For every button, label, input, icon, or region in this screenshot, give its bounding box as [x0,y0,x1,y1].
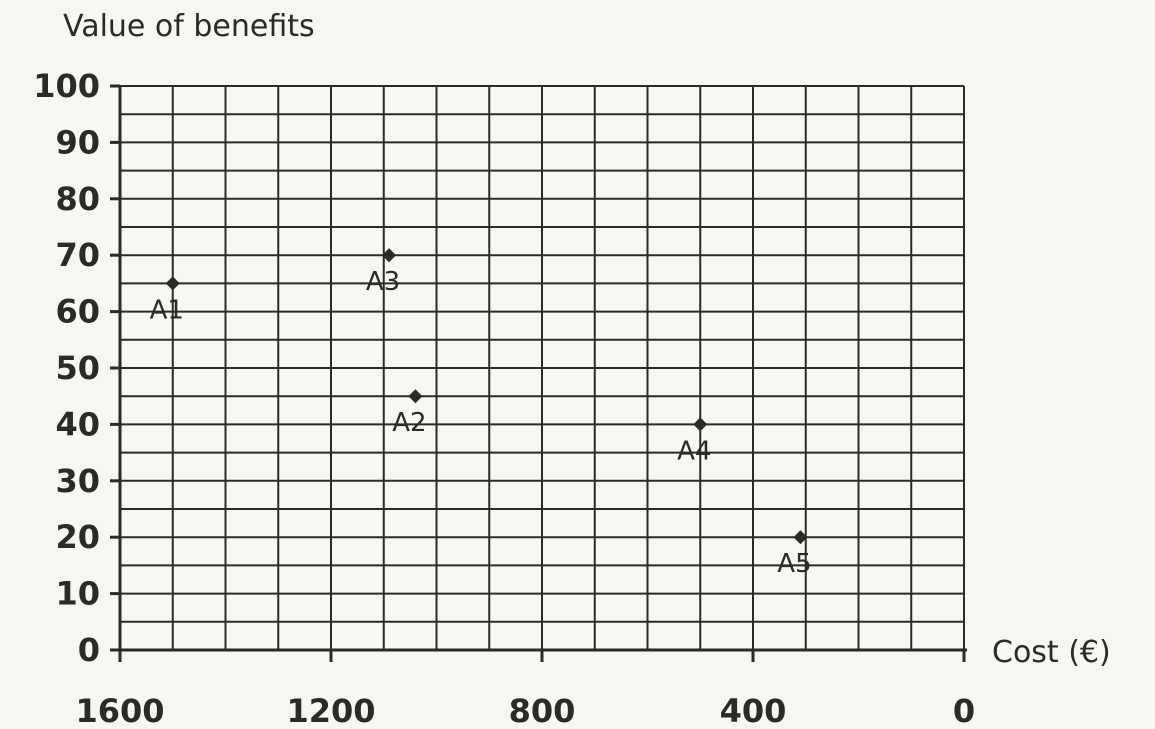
data-point-label: A3 [366,267,400,297]
y-tick-label: 0 [78,631,100,669]
y-tick-label: 30 [55,462,100,500]
x-tick-label: 1200 [286,692,375,729]
data-point-marker [382,248,397,263]
data-point-marker [165,276,180,291]
y-tick-label: 70 [55,236,100,274]
x-tick-label: 0 [953,692,975,729]
data-point-label: A1 [150,295,184,325]
y-axis-title: Value of benefits [63,9,315,44]
x-tick-label: 400 [720,692,787,729]
x-tick-label: 800 [509,692,576,729]
y-tick-label: 40 [55,405,100,443]
y-tick-label: 10 [55,575,100,613]
data-point-label: A4 [677,436,711,466]
x-tick-label: 1600 [75,692,164,729]
grid [119,85,965,651]
data-point-marker [693,417,708,432]
data-point-label: A2 [392,408,426,438]
data-points: A1 A2 A3 A4 A5 [150,248,812,579]
x-axis-title: Cost (€) [992,635,1111,670]
data-point-marker [793,530,808,545]
tick-labels: 0 10 20 30 40 50 60 70 80 90 100 1600 1200 800 400 0 [33,67,975,729]
y-tick-label: 80 [55,180,100,218]
y-tick-label: 90 [55,123,100,161]
y-tick-label: 20 [55,518,100,556]
axes [110,84,967,662]
y-tick-label: 100 [33,67,100,105]
data-point-marker [408,389,423,404]
data-point-label: A5 [777,549,811,579]
y-tick-label: 60 [55,293,100,331]
y-tick-label: 50 [55,349,100,387]
